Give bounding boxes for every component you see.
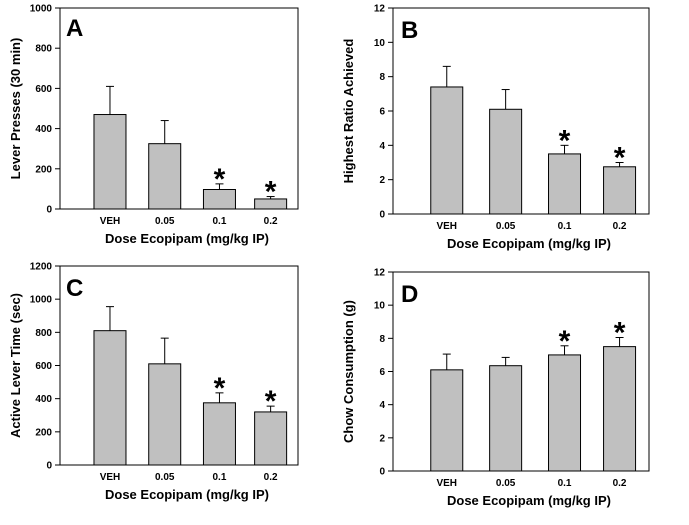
category-label: 0.1 <box>213 472 227 483</box>
significance-marker: * <box>265 176 277 209</box>
bar <box>548 153 582 215</box>
bar <box>148 363 182 466</box>
y-tick-label: 800 <box>35 44 52 55</box>
bar <box>430 86 464 215</box>
bar <box>548 354 582 472</box>
y-tick-label: 400 <box>35 394 52 405</box>
bar <box>202 402 236 466</box>
y-tick-label: 8 <box>379 334 385 345</box>
category-label: 0.05 <box>155 216 175 227</box>
panel-a: 0 200 400 600 800 1000 VEH 0.05 * 0.1 * 0.2 Dose Eco… <box>8 4 299 246</box>
y-tick-label: 12 <box>374 268 386 279</box>
bar <box>148 143 182 210</box>
y-tick-label: 600 <box>35 84 52 95</box>
x-axis-title: Dose Ecopipam (mg/kg IP) <box>447 236 611 251</box>
panel-letter: D <box>401 281 418 308</box>
bar <box>254 411 288 466</box>
panel-letter: A <box>66 15 83 42</box>
y-tick-label: 8 <box>379 72 385 83</box>
category-label: 0.1 <box>558 221 572 232</box>
category-label: 0.05 <box>496 478 516 489</box>
category-label: 0.1 <box>558 478 572 489</box>
y-tick-label: 1000 <box>30 4 53 15</box>
panel-letter: B <box>401 17 418 44</box>
y-tick-label: 0 <box>379 467 385 478</box>
category-label: 0.2 <box>264 472 278 483</box>
bar <box>93 330 127 466</box>
category-label: 0.2 <box>613 478 627 489</box>
significance-marker: * <box>614 142 626 175</box>
panel-c: 0 200 400 600 800 1000 1200 VEH 0.05 * 0.1 * 0.2 Dose… <box>8 262 299 502</box>
significance-marker: * <box>614 317 626 350</box>
category-label: VEH <box>100 216 121 227</box>
x-axis-title: Dose Ecopipam (mg/kg IP) <box>105 487 269 502</box>
y-tick-label: 400 <box>35 124 52 135</box>
bar <box>430 369 464 472</box>
y-tick-label: 2 <box>379 175 385 186</box>
category-label: 0.1 <box>213 216 227 227</box>
y-tick-label: 800 <box>35 328 52 339</box>
x-axis-title: Dose Ecopipam (mg/kg IP) <box>447 493 611 508</box>
y-tick-label: 0 <box>379 210 385 221</box>
y-tick-label: 12 <box>374 4 386 15</box>
category-label: VEH <box>436 221 457 232</box>
category-label: VEH <box>100 472 121 483</box>
y-tick-label: 10 <box>374 38 386 49</box>
bar <box>603 166 637 215</box>
y-tick-label: 600 <box>35 361 52 372</box>
significance-marker: * <box>265 385 277 418</box>
bar <box>603 346 637 472</box>
category-label: VEH <box>436 478 457 489</box>
significance-marker: * <box>559 124 571 157</box>
significance-marker: * <box>559 325 571 358</box>
y-axis-title: Lever Presses (30 min) <box>8 38 23 180</box>
y-tick-label: 6 <box>379 107 385 118</box>
y-tick-label: 1000 <box>30 295 53 306</box>
y-tick-label: 0 <box>46 461 52 472</box>
category-label: 0.2 <box>264 216 278 227</box>
significance-marker: * <box>214 163 226 196</box>
category-label: 0.05 <box>496 221 516 232</box>
y-axis-title: Highest Ratio Achieved <box>341 39 356 184</box>
y-tick-label: 10 <box>374 301 386 312</box>
y-axis-title: Chow Consumption (g) <box>341 300 356 443</box>
y-tick-label: 4 <box>379 141 385 152</box>
y-tick-label: 2 <box>379 433 385 444</box>
y-tick-label: 1200 <box>30 262 53 273</box>
y-axis-title: Active Lever Time (sec) <box>8 293 23 438</box>
y-tick-label: 4 <box>379 400 385 411</box>
y-tick-label: 0 <box>46 205 52 216</box>
bar <box>93 114 127 210</box>
significance-marker: * <box>214 372 226 405</box>
bar <box>489 365 523 472</box>
y-tick-label: 6 <box>379 367 385 378</box>
bar <box>489 108 523 215</box>
category-label: 0.05 <box>155 472 175 483</box>
x-axis-title: Dose Ecopipam (mg/kg IP) <box>105 231 269 246</box>
category-label: 0.2 <box>613 221 627 232</box>
panel-letter: C <box>66 275 83 302</box>
y-tick-label: 200 <box>35 427 52 438</box>
y-tick-label: 200 <box>35 164 52 175</box>
